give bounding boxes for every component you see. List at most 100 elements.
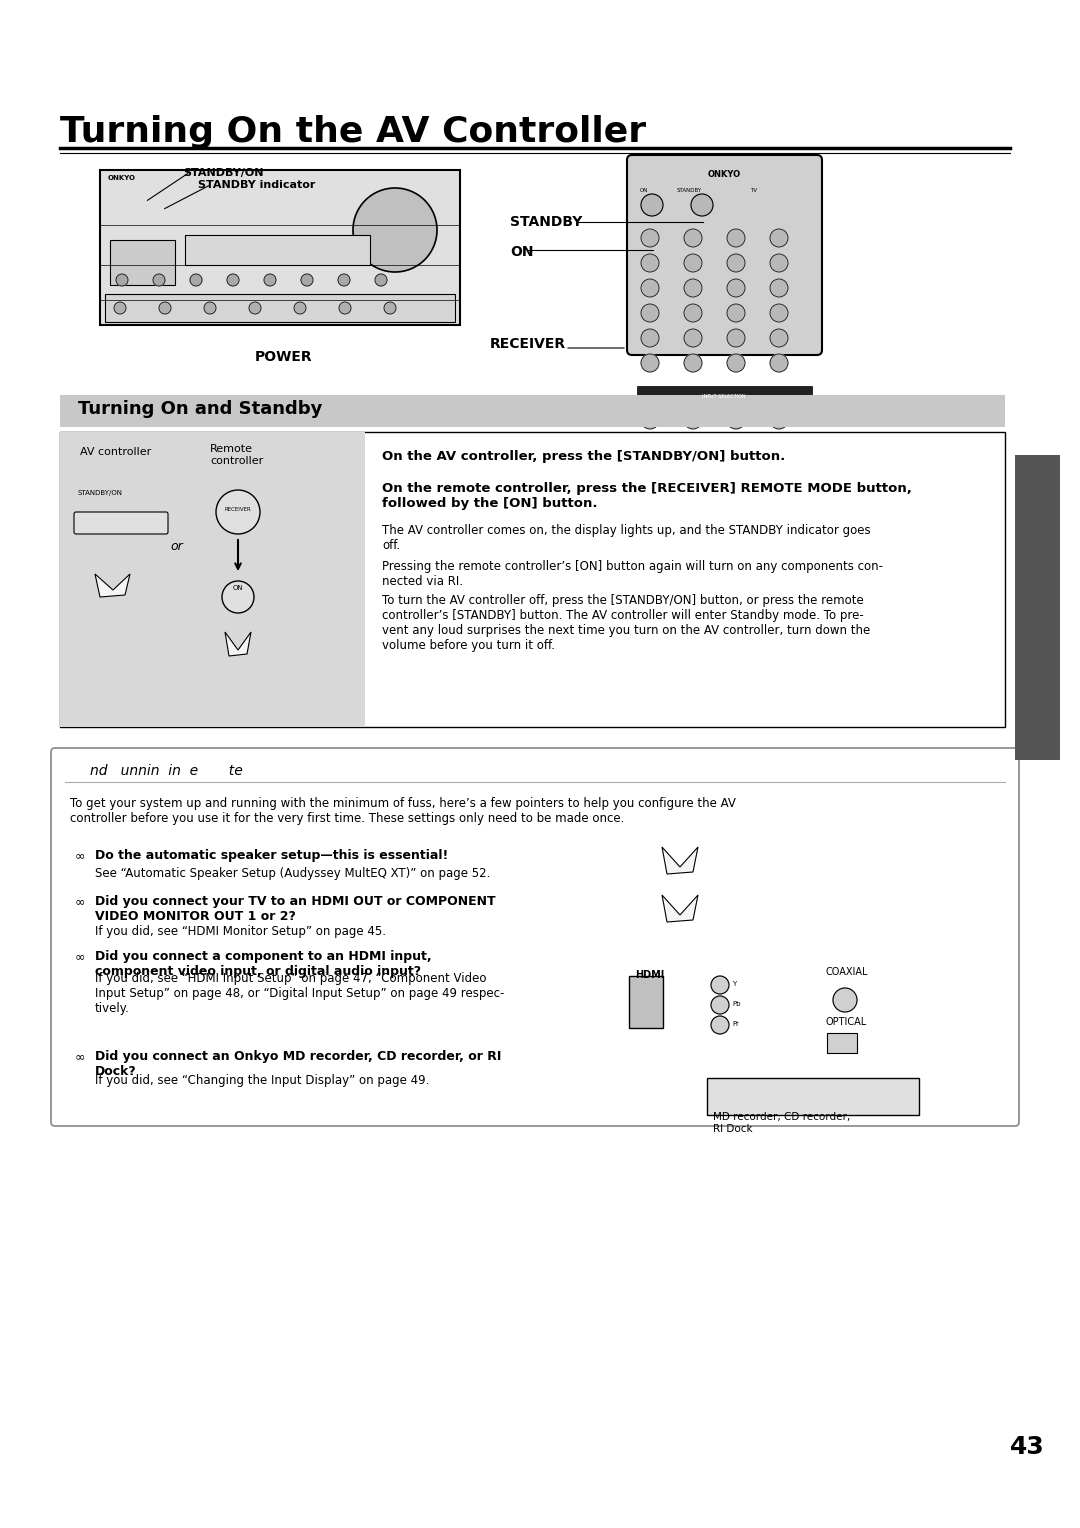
Circle shape <box>684 304 702 322</box>
Text: If you did, see “Changing the Input Display” on page 49.: If you did, see “Changing the Input Disp… <box>95 1074 430 1086</box>
Text: ON: ON <box>640 188 648 193</box>
Circle shape <box>770 329 788 347</box>
Text: HDMI: HDMI <box>635 970 664 979</box>
Circle shape <box>642 354 659 371</box>
Text: Did you connect a component to an HDMI input,
component video input, or digital : Did you connect a component to an HDMI i… <box>95 950 432 978</box>
Text: STANDBY: STANDBY <box>510 215 582 229</box>
Circle shape <box>339 303 351 313</box>
FancyBboxPatch shape <box>110 240 175 286</box>
FancyBboxPatch shape <box>637 387 812 397</box>
Circle shape <box>691 194 713 215</box>
Circle shape <box>684 432 702 451</box>
Text: STANDBY: STANDBY <box>677 188 702 193</box>
Text: or: or <box>170 539 183 553</box>
Text: STANDBY indicator: STANDBY indicator <box>198 180 315 189</box>
Circle shape <box>294 303 306 313</box>
FancyBboxPatch shape <box>51 749 1020 1126</box>
FancyBboxPatch shape <box>105 293 455 322</box>
FancyBboxPatch shape <box>60 396 1005 426</box>
Text: ∞: ∞ <box>75 1050 85 1063</box>
FancyBboxPatch shape <box>1015 455 1059 759</box>
Text: STANDBY/ON: STANDBY/ON <box>183 168 264 177</box>
Circle shape <box>204 303 216 313</box>
Circle shape <box>711 976 729 995</box>
Circle shape <box>216 490 260 533</box>
FancyBboxPatch shape <box>707 1077 919 1115</box>
Polygon shape <box>662 847 698 874</box>
Circle shape <box>727 354 745 371</box>
Text: ON: ON <box>232 585 243 591</box>
Text: Pressing the remote controller’s [ON] button again will turn on any components c: Pressing the remote controller’s [ON] bu… <box>382 559 883 588</box>
Text: On the AV controller, press the [STANDBY/ON] button.: On the AV controller, press the [STANDBY… <box>382 451 785 463</box>
Text: The AV controller comes on, the display lights up, and the STANDBY indicator goe: The AV controller comes on, the display … <box>382 524 870 552</box>
Circle shape <box>770 229 788 248</box>
Circle shape <box>684 354 702 371</box>
Text: See “Automatic Speaker Setup (Audyssey MultEQ XT)” on page 52.: See “Automatic Speaker Setup (Audyssey M… <box>95 866 490 880</box>
Circle shape <box>770 354 788 371</box>
Text: COAXIAL: COAXIAL <box>825 967 867 976</box>
Circle shape <box>711 996 729 1015</box>
FancyBboxPatch shape <box>60 432 1005 727</box>
Text: ∞: ∞ <box>75 850 85 862</box>
Circle shape <box>727 432 745 451</box>
Text: Do the automatic speaker setup—this is essential!: Do the automatic speaker setup—this is e… <box>95 850 448 862</box>
Circle shape <box>770 254 788 272</box>
Text: STANDBY/ON: STANDBY/ON <box>78 490 123 497</box>
Circle shape <box>264 274 276 286</box>
Circle shape <box>642 280 659 296</box>
Circle shape <box>770 432 788 451</box>
Circle shape <box>727 254 745 272</box>
Circle shape <box>249 303 261 313</box>
Text: Turning On and Standby: Turning On and Standby <box>78 400 322 419</box>
Circle shape <box>684 280 702 296</box>
Circle shape <box>353 188 437 272</box>
Text: ONKYO: ONKYO <box>707 170 741 179</box>
Text: MD recorder, CD recorder,
RI Dock: MD recorder, CD recorder, RI Dock <box>713 1112 850 1134</box>
Text: 43: 43 <box>1010 1435 1044 1459</box>
Text: Pb: Pb <box>732 1001 741 1007</box>
Circle shape <box>770 411 788 429</box>
Circle shape <box>116 274 129 286</box>
Circle shape <box>227 274 239 286</box>
Circle shape <box>642 254 659 272</box>
Text: INPUT SELECTION: INPUT SELECTION <box>702 394 746 399</box>
Text: nd   unnin  in  e       te: nd unnin in e te <box>90 764 243 778</box>
Circle shape <box>684 229 702 248</box>
Circle shape <box>727 229 745 248</box>
Circle shape <box>727 411 745 429</box>
Text: Turning On the AV Controller: Turning On the AV Controller <box>60 115 646 150</box>
FancyBboxPatch shape <box>827 1033 858 1053</box>
Text: Did you connect your TV to an HDMI OUT or COMPONENT
VIDEO MONITOR OUT 1 or 2?: Did you connect your TV to an HDMI OUT o… <box>95 895 496 923</box>
Text: Remote
controller: Remote controller <box>210 445 264 466</box>
Text: On the remote controller, press the [RECEIVER] REMOTE MODE button,
followed by t: On the remote controller, press the [REC… <box>382 481 912 510</box>
Circle shape <box>770 304 788 322</box>
FancyBboxPatch shape <box>629 976 663 1028</box>
Circle shape <box>711 1016 729 1034</box>
Circle shape <box>153 274 165 286</box>
Circle shape <box>384 303 396 313</box>
Text: AV controller: AV controller <box>80 448 151 457</box>
FancyBboxPatch shape <box>100 170 460 325</box>
Text: ON: ON <box>510 244 534 260</box>
Circle shape <box>684 411 702 429</box>
FancyBboxPatch shape <box>185 235 370 264</box>
Text: Pr: Pr <box>732 1021 739 1027</box>
Text: To get your system up and running with the minimum of fuss, here’s a few pointer: To get your system up and running with t… <box>70 798 735 825</box>
Circle shape <box>727 280 745 296</box>
Circle shape <box>301 274 313 286</box>
FancyBboxPatch shape <box>627 154 822 354</box>
Circle shape <box>642 229 659 248</box>
Circle shape <box>642 329 659 347</box>
FancyBboxPatch shape <box>75 512 168 533</box>
Text: RECEIVER: RECEIVER <box>225 506 252 512</box>
Text: Y: Y <box>732 981 737 987</box>
Circle shape <box>727 329 745 347</box>
Circle shape <box>684 254 702 272</box>
Text: ∞: ∞ <box>75 895 85 908</box>
Text: OPTICAL: OPTICAL <box>825 1018 866 1027</box>
Circle shape <box>642 432 659 451</box>
FancyBboxPatch shape <box>60 432 365 727</box>
Text: TV: TV <box>750 188 757 193</box>
Text: POWER: POWER <box>255 350 312 364</box>
Circle shape <box>642 194 663 215</box>
